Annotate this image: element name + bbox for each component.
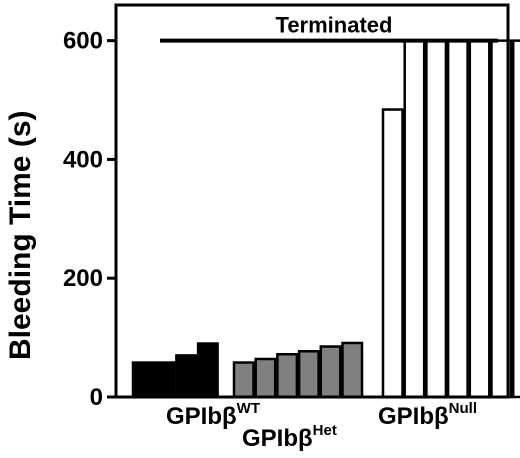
bar [511, 39, 520, 399]
bar [297, 350, 320, 399]
plot-frame [114, 3, 510, 399]
y-tick-label: 600 [63, 28, 103, 55]
bar [403, 39, 426, 399]
bar [446, 39, 469, 399]
group-label: GPIbβHet [242, 422, 337, 452]
bar [341, 341, 364, 399]
bar [319, 345, 342, 399]
bar [254, 357, 277, 399]
group-label: GPIbβWT [166, 400, 260, 430]
terminated-label: Terminated [276, 13, 393, 38]
bar [153, 361, 176, 399]
y-tick-label: 400 [63, 146, 103, 173]
bar [381, 108, 404, 399]
y-tick-label: 200 [63, 265, 103, 292]
bar [196, 342, 219, 399]
bar [232, 361, 255, 399]
bar [468, 39, 491, 399]
bar [425, 39, 448, 399]
group-label: GPIbβNull [378, 400, 477, 430]
bar [131, 361, 154, 399]
y-tick-label: 0 [90, 384, 103, 411]
bar [276, 352, 299, 399]
bar [175, 354, 198, 399]
